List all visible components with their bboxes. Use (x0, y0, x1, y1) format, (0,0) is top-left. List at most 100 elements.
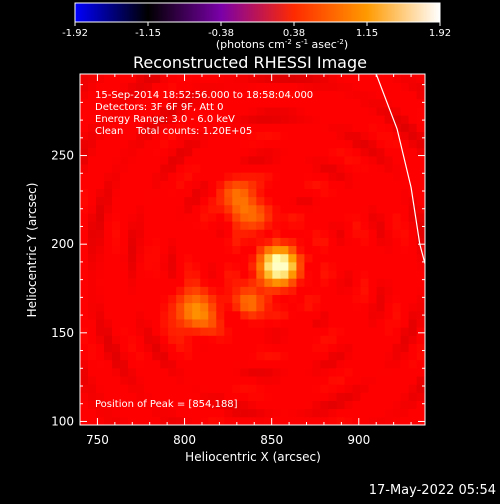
heatmap-cell (160, 139, 169, 149)
heatmap-cell (248, 359, 257, 369)
heatmap-cell (320, 204, 330, 214)
heatmap-cell (400, 106, 410, 116)
heatmap-cell (328, 400, 338, 410)
heatmap-cell (400, 164, 410, 173)
heatmap-cell (192, 155, 201, 165)
heatmap-cell (176, 286, 185, 295)
heatmap-cell (280, 90, 289, 100)
heatmap-cell (416, 286, 425, 295)
heatmap-cell (320, 147, 330, 157)
heatmap-cell (416, 408, 425, 418)
heatmap-image (80, 74, 425, 425)
heatmap-cell (352, 261, 362, 271)
heatmap-cell (416, 376, 425, 385)
heatmap-cell (264, 302, 273, 312)
heatmap-cell (216, 327, 225, 336)
heatmap-cell (336, 245, 346, 255)
heatmap-cell (120, 147, 129, 157)
heatmap-cell (264, 74, 273, 83)
heatmap-cell (160, 253, 169, 263)
heatmap-cell (88, 98, 97, 108)
chart-title: Reconstructed RHESSI Image (133, 53, 367, 72)
heatmap-cell (144, 74, 153, 83)
heatmap-cell (88, 245, 97, 255)
heatmap-cell (368, 392, 378, 401)
heatmap-cell (144, 359, 153, 369)
heatmap-cell (320, 384, 330, 393)
heatmap-cell (264, 416, 273, 425)
heatmap-cell (208, 204, 217, 214)
heatmap-cell (360, 343, 370, 353)
heatmap-cell (96, 139, 105, 149)
heatmap-cell (160, 261, 169, 271)
heatmap-cell (208, 188, 217, 198)
heatmap-cell (176, 172, 185, 181)
heatmap-cell (256, 408, 265, 418)
heatmap-cell (232, 74, 241, 83)
heatmap-cell (320, 106, 330, 116)
heatmap-cell (208, 155, 217, 165)
heatmap-cell (120, 318, 129, 328)
heatmap-cell (200, 359, 209, 369)
heatmap-cell (192, 204, 201, 214)
heatmap-cell (368, 245, 378, 255)
heatmap-cell (256, 310, 265, 320)
heatmap-cell (152, 359, 161, 369)
heatmap-cell (216, 237, 225, 247)
heatmap-cell (216, 392, 225, 401)
heatmap-cell (152, 196, 161, 206)
heatmap-cell (392, 400, 402, 410)
heatmap-cell (168, 221, 177, 230)
heatmap-cell (80, 147, 89, 157)
heatmap-cell (144, 351, 153, 361)
heatmap-cell (376, 204, 386, 214)
heatmap-cell (320, 180, 330, 189)
heatmap-cell (352, 74, 362, 83)
heatmap-cell (320, 237, 330, 247)
heatmap-cell (136, 204, 145, 214)
heatmap-cell (80, 310, 89, 320)
heatmap-cell (312, 98, 322, 108)
heatmap-cell (376, 123, 386, 132)
heatmap-cell (80, 204, 89, 214)
heatmap-cell (320, 318, 330, 328)
heatmap-cell (224, 400, 233, 410)
heatmap-cell (256, 318, 265, 328)
heatmap-cell (320, 302, 330, 312)
heatmap-cell (240, 343, 249, 353)
heatmap-cell (312, 327, 322, 336)
heatmap-cell (216, 310, 225, 320)
heatmap-cell (104, 172, 113, 181)
heatmap-cell (248, 180, 257, 189)
heatmap-cell (408, 400, 418, 410)
heatmap-cell (376, 196, 386, 206)
heatmap-cell (416, 335, 425, 344)
heatmap-cell (168, 245, 177, 255)
heatmap-cell (392, 131, 402, 141)
heatmap-cell (184, 253, 193, 263)
heatmap-cell (128, 261, 137, 271)
heatmap-cell (216, 106, 225, 116)
heatmap-cell (208, 318, 217, 328)
heatmap-cell (176, 416, 185, 425)
heatmap-cell (272, 237, 281, 247)
heatmap-cell (168, 376, 177, 385)
heatmap-cell (168, 416, 177, 425)
heatmap-cell (192, 392, 201, 401)
heatmap-cell (96, 147, 105, 157)
heatmap-cell (160, 408, 169, 418)
heatmap-cell (240, 392, 249, 401)
heatmap-cell (376, 229, 386, 238)
heatmap-cell (184, 196, 193, 206)
heatmap-cell (208, 221, 217, 230)
heatmap-cell (376, 147, 386, 157)
heatmap-cell (88, 139, 97, 149)
heatmap-cell (248, 416, 257, 425)
heatmap-cell (152, 376, 161, 385)
heatmap-cell (104, 131, 113, 141)
heatmap-cell (200, 188, 209, 198)
heatmap-cell (200, 278, 209, 287)
heatmap-cell (144, 310, 153, 320)
heatmap-cell (152, 147, 161, 157)
heatmap-cell (216, 245, 225, 255)
